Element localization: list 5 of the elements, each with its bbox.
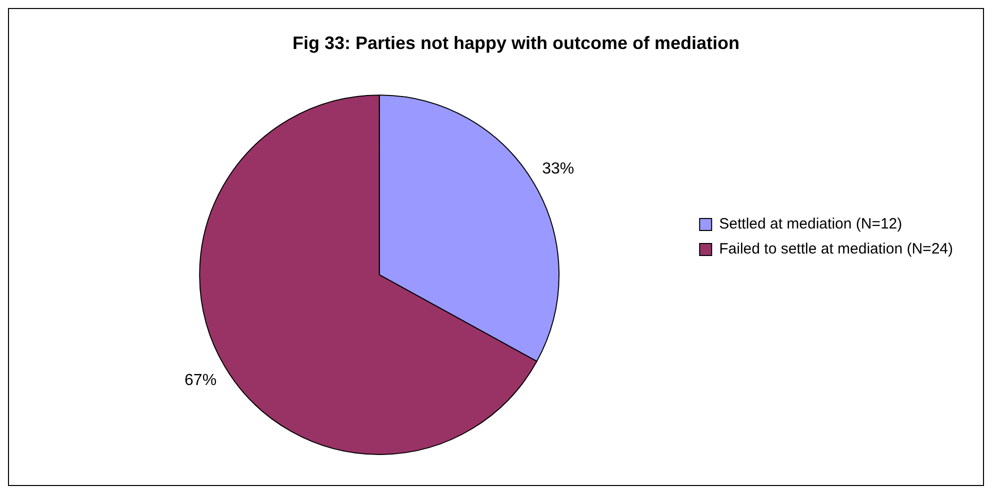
legend-label: Settled at mediation (N=12) bbox=[719, 216, 902, 233]
chart-title: Fig 33: Parties not happy with outcome of mediation bbox=[292, 32, 740, 53]
data-label: 67% bbox=[184, 372, 217, 389]
data-label: 33% bbox=[542, 160, 574, 178]
legend-label: Failed to settle at mediation (N=24) bbox=[719, 240, 954, 258]
